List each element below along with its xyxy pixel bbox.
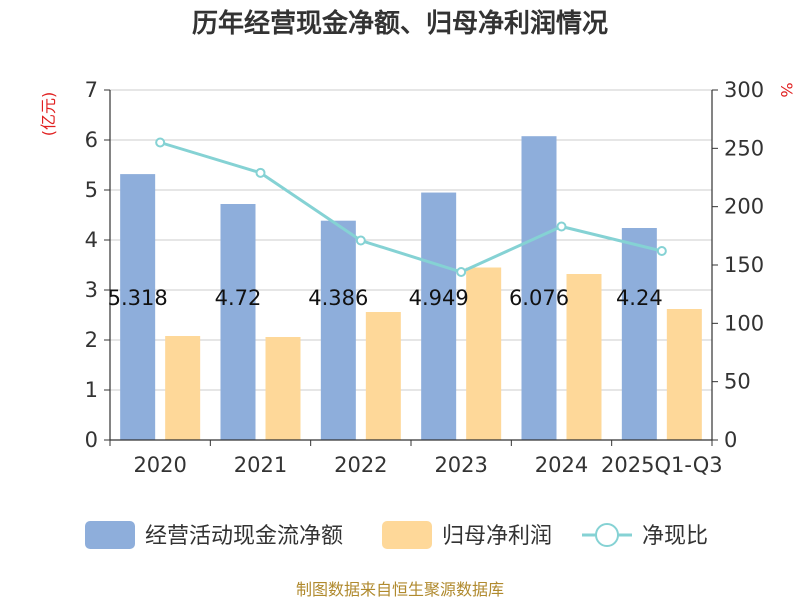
bar-operating-cash-flow bbox=[120, 174, 156, 440]
left-tick-label: 3 bbox=[85, 278, 98, 302]
x-tick-label: 2024 bbox=[535, 453, 588, 477]
data-label: 4.72 bbox=[215, 286, 262, 310]
ratio-point bbox=[155, 137, 166, 148]
bar-operating-cash-flow bbox=[421, 192, 457, 440]
data-labels: 5.318 4.72 4.386 4.949 6.076 4.24 bbox=[108, 286, 663, 310]
axes: 0 1 2 3 4 5 6 7 0 50 100 150 200 250 300 2020 2021 2022 20… bbox=[85, 78, 764, 477]
data-label: 4.24 bbox=[616, 286, 663, 310]
right-tick-label: 50 bbox=[724, 370, 751, 394]
left-tick-label: 2 bbox=[85, 328, 98, 352]
bar-operating-cash-flow bbox=[521, 136, 557, 440]
bars bbox=[120, 136, 702, 440]
bar-net-profit bbox=[165, 336, 201, 440]
right-tick-label: 300 bbox=[724, 78, 764, 102]
data-label: 4.386 bbox=[308, 286, 368, 310]
left-tick-label: 0 bbox=[85, 428, 98, 452]
legend-label-net-profit: 归母净利润 bbox=[442, 524, 552, 549]
bar-net-profit bbox=[666, 309, 702, 440]
legend-marker-ratio bbox=[595, 523, 619, 547]
legend-label-ratio: 净现比 bbox=[642, 524, 708, 549]
ratio-point bbox=[255, 167, 266, 178]
left-axis-unit: (亿元) bbox=[39, 92, 58, 137]
source-note: 制图数据来自恒生聚源数据库 bbox=[296, 580, 504, 599]
legend: 经营活动现金流净额 归母净利润 净现比 bbox=[85, 521, 708, 549]
left-tick-label: 6 bbox=[85, 128, 98, 152]
legend-swatch-net-profit bbox=[382, 521, 432, 549]
right-axis-unit: % bbox=[777, 82, 796, 97]
ratio-point bbox=[355, 235, 366, 246]
x-tick-label: 2023 bbox=[434, 453, 487, 477]
ratio-line-path bbox=[159, 141, 663, 274]
bar-net-profit bbox=[365, 312, 401, 440]
legend-swatch-operating-cash-flow bbox=[85, 521, 135, 549]
right-tick-label: 250 bbox=[724, 136, 764, 160]
x-tick-label: 2025Q1-Q3 bbox=[601, 453, 723, 477]
right-tick-label: 150 bbox=[724, 253, 764, 277]
bar-net-profit bbox=[466, 267, 502, 440]
data-label: 6.076 bbox=[509, 286, 569, 310]
left-tick-label: 7 bbox=[85, 78, 98, 102]
x-tick-label: 2022 bbox=[334, 453, 387, 477]
bar-operating-cash-flow bbox=[621, 228, 657, 440]
right-tick-label: 0 bbox=[724, 428, 737, 452]
left-tick-label: 4 bbox=[85, 228, 98, 252]
ratio-point bbox=[556, 221, 567, 232]
left-tick-label: 1 bbox=[85, 378, 98, 402]
bar-net-profit bbox=[265, 337, 301, 440]
bar-operating-cash-flow bbox=[320, 220, 356, 440]
left-tick-label: 5 bbox=[85, 178, 98, 202]
bar-operating-cash-flow bbox=[220, 204, 256, 440]
data-label: 4.949 bbox=[409, 286, 469, 310]
ratio-point bbox=[456, 267, 467, 277]
legend-label-operating-cash-flow: 经营活动现金流净额 bbox=[145, 524, 343, 549]
data-label: 5.318 bbox=[108, 286, 168, 310]
x-tick-label: 2020 bbox=[133, 453, 186, 477]
right-tick-label: 200 bbox=[724, 195, 764, 219]
x-tick-label: 2021 bbox=[234, 453, 287, 477]
bar-net-profit bbox=[566, 274, 602, 440]
gridlines bbox=[110, 89, 712, 391]
right-tick-label: 100 bbox=[724, 311, 764, 335]
ratio-point bbox=[656, 246, 667, 256]
chart-title: 历年经营现金净额、归母净利润情况 bbox=[192, 8, 608, 39]
ratio-line bbox=[155, 137, 667, 277]
